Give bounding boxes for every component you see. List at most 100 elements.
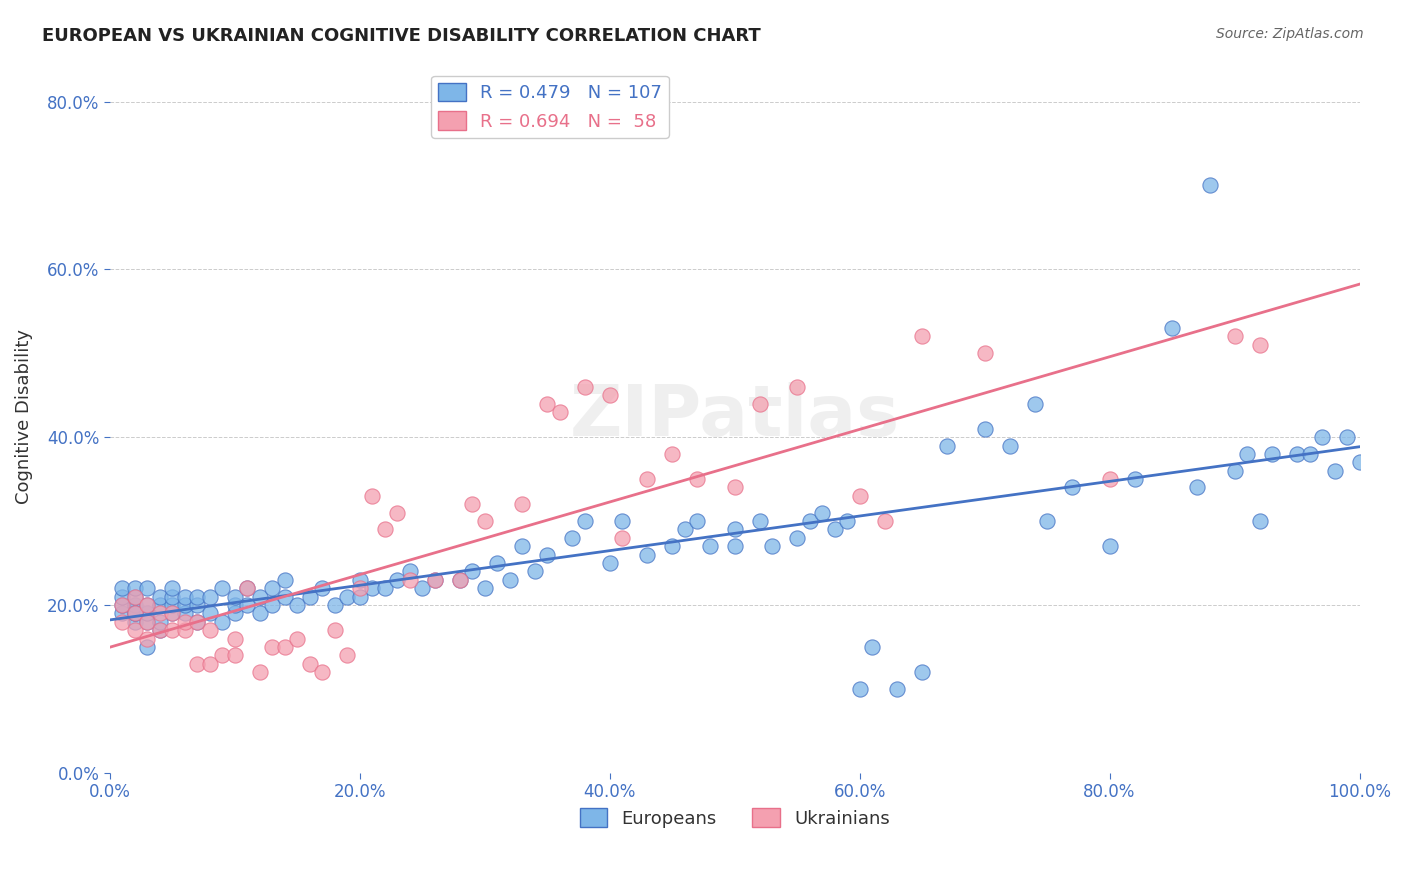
Ukrainians (848, 489, 870, 503)
Europeans (699, 539, 721, 553)
Ukrainians (198, 623, 221, 637)
Ukrainians (336, 648, 359, 663)
Ukrainians (236, 581, 259, 595)
Europeans (799, 514, 821, 528)
Ukrainians (211, 648, 233, 663)
Ukrainians (298, 657, 321, 671)
Europeans (486, 556, 509, 570)
Europeans (236, 598, 259, 612)
Europeans (1323, 464, 1346, 478)
Europeans (361, 581, 384, 595)
Europeans (1298, 447, 1320, 461)
Ukrainians (724, 481, 747, 495)
Ukrainians (636, 472, 658, 486)
Ukrainians (374, 523, 396, 537)
Europeans (162, 607, 184, 621)
Europeans (1348, 455, 1371, 469)
Europeans (837, 514, 859, 528)
Ukrainians (249, 665, 271, 679)
Europeans (523, 565, 546, 579)
Europeans (124, 607, 146, 621)
Ukrainians (136, 598, 159, 612)
Ukrainians (536, 396, 558, 410)
Europeans (349, 590, 371, 604)
Europeans (848, 681, 870, 696)
Europeans (724, 539, 747, 553)
Europeans (111, 590, 134, 604)
Europeans (398, 565, 420, 579)
Ukrainians (387, 506, 409, 520)
Ukrainians (274, 640, 297, 654)
Europeans (374, 581, 396, 595)
Ukrainians (323, 623, 346, 637)
Europeans (1024, 396, 1046, 410)
Text: Source: ZipAtlas.com: Source: ZipAtlas.com (1216, 27, 1364, 41)
Europeans (162, 590, 184, 604)
Europeans (824, 523, 846, 537)
Europeans (136, 607, 159, 621)
Ukrainians (748, 396, 770, 410)
Ukrainians (548, 405, 571, 419)
Ukrainians (111, 615, 134, 629)
Ukrainians (162, 623, 184, 637)
Europeans (336, 590, 359, 604)
Europeans (149, 615, 172, 629)
Europeans (349, 573, 371, 587)
Europeans (499, 573, 522, 587)
Europeans (661, 539, 683, 553)
Europeans (186, 598, 208, 612)
Europeans (387, 573, 409, 587)
Europeans (136, 615, 159, 629)
Ukrainians (461, 497, 484, 511)
Ukrainians (510, 497, 533, 511)
Europeans (886, 681, 908, 696)
Europeans (423, 573, 446, 587)
Europeans (149, 623, 172, 637)
Europeans (1060, 481, 1083, 495)
Europeans (124, 598, 146, 612)
Europeans (1098, 539, 1121, 553)
Ukrainians (124, 590, 146, 604)
Europeans (1036, 514, 1059, 528)
Ukrainians (361, 489, 384, 503)
Europeans (574, 514, 596, 528)
Europeans (124, 590, 146, 604)
Europeans (561, 531, 583, 545)
Europeans (149, 598, 172, 612)
Europeans (136, 598, 159, 612)
Europeans (786, 531, 808, 545)
Europeans (198, 607, 221, 621)
Ukrainians (124, 623, 146, 637)
Europeans (298, 590, 321, 604)
Europeans (673, 523, 696, 537)
Europeans (173, 598, 195, 612)
Europeans (136, 640, 159, 654)
Europeans (1285, 447, 1308, 461)
Europeans (224, 590, 246, 604)
Europeans (173, 607, 195, 621)
Europeans (998, 438, 1021, 452)
Europeans (224, 598, 246, 612)
Europeans (599, 556, 621, 570)
Europeans (162, 598, 184, 612)
Ukrainians (973, 346, 995, 360)
Europeans (1161, 321, 1184, 335)
Ukrainians (311, 665, 333, 679)
Ukrainians (612, 531, 634, 545)
Ukrainians (1098, 472, 1121, 486)
Europeans (724, 523, 747, 537)
Europeans (311, 581, 333, 595)
Ukrainians (911, 329, 934, 343)
Europeans (285, 598, 308, 612)
Europeans (186, 590, 208, 604)
Europeans (811, 506, 834, 520)
Europeans (686, 514, 709, 528)
Europeans (761, 539, 783, 553)
Ukrainians (162, 607, 184, 621)
Europeans (1310, 430, 1333, 444)
Ukrainians (198, 657, 221, 671)
Europeans (186, 615, 208, 629)
Ukrainians (423, 573, 446, 587)
Europeans (411, 581, 433, 595)
Europeans (124, 581, 146, 595)
